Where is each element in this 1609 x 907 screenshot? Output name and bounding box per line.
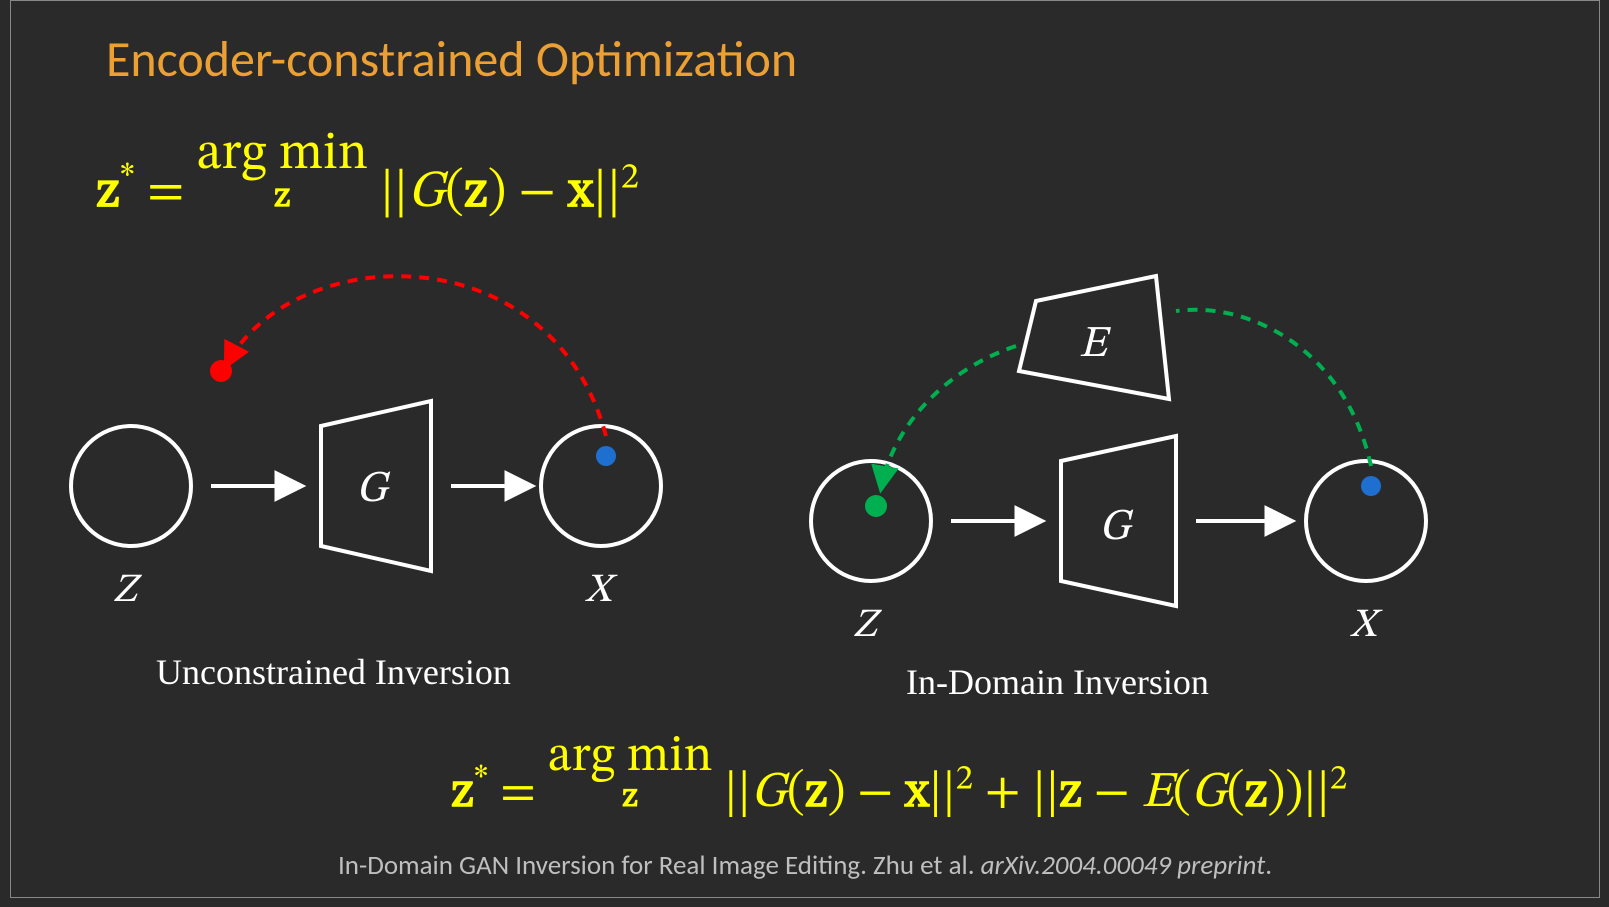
z-space-circle — [71, 426, 191, 546]
caption-unconstrained: Unconstrained Inversion — [156, 651, 511, 693]
backprop-arc-red — [226, 276, 606, 436]
diagram-unconstrained: Z G X — [51, 271, 691, 651]
equation-1: z* = arg minz ||G(z) − x||2 — [96, 123, 639, 226]
x-space-label: X — [585, 571, 618, 611]
generator-g-label: G — [356, 468, 391, 512]
x-space-label: X — [1350, 606, 1383, 646]
slide-title: Encoder-constrained Optimization — [106, 29, 797, 90]
z-space-label: Z — [113, 571, 142, 611]
citation-suffix: . — [1265, 849, 1272, 882]
citation-prefix: In-Domain GAN Inversion for Real Image E… — [338, 849, 981, 882]
z-space-circle — [811, 461, 931, 581]
equation-2: z* = arg minz ||G(z) − x||2 + ||z − E(G(… — [451, 726, 1347, 825]
caption-in-domain: In-Domain Inversion — [906, 661, 1209, 703]
x-sample-dot — [596, 446, 616, 466]
slide-frame: Encoder-constrained Optimization z* = ar… — [10, 0, 1600, 898]
z-result-dot-green — [865, 495, 887, 517]
z-result-dot-red — [210, 360, 232, 382]
z-space-label: Z — [853, 606, 882, 646]
citation: In-Domain GAN Inversion for Real Image E… — [11, 849, 1599, 882]
x-space-circle — [541, 426, 661, 546]
diagram-in-domain: Z G E X — [791, 271, 1471, 671]
citation-italic: arXiv.2004.00049 preprint — [981, 849, 1266, 882]
generator-g-label: G — [1099, 506, 1134, 550]
encoder-arc-x-to-e — [1176, 310, 1371, 466]
encoder-e-label: E — [1079, 323, 1111, 367]
x-sample-dot — [1361, 476, 1381, 496]
